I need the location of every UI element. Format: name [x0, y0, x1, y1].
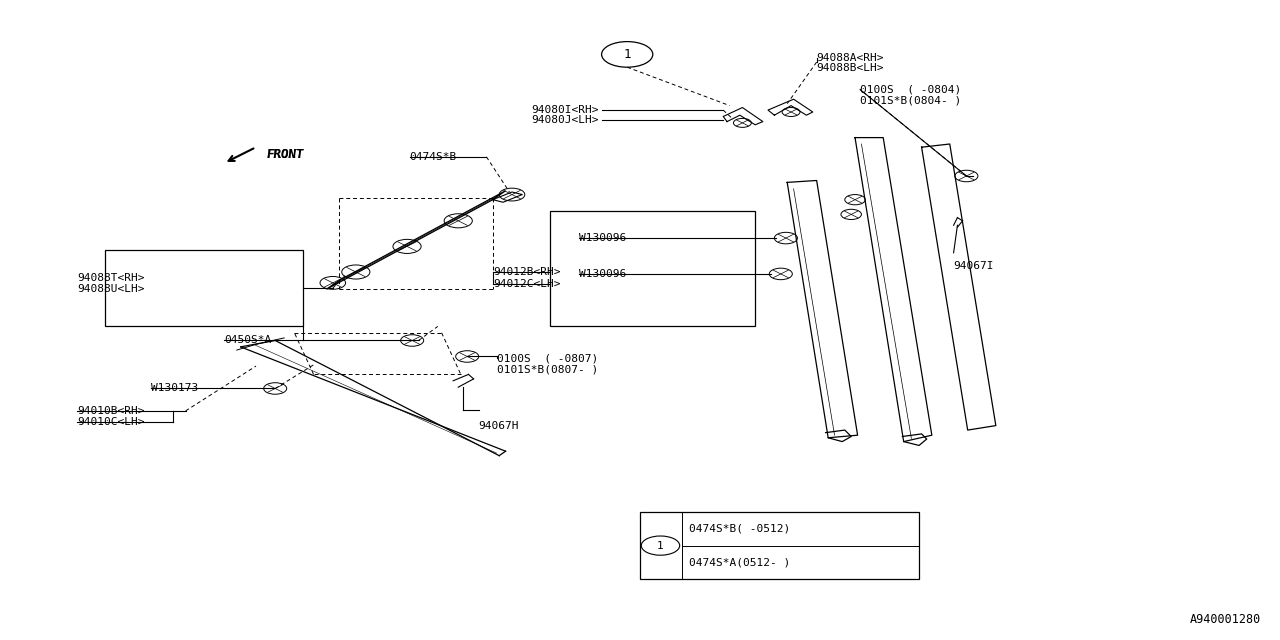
Text: 94088T<RH>: 94088T<RH> — [77, 273, 145, 284]
Text: 94080I<RH>: 94080I<RH> — [531, 105, 599, 115]
Text: W130096: W130096 — [579, 233, 626, 243]
Text: 0100S  ( -0804): 0100S ( -0804) — [860, 84, 961, 95]
Text: 94012C<LH>: 94012C<LH> — [493, 278, 561, 289]
Text: 94012B<RH>: 94012B<RH> — [493, 267, 561, 277]
Text: 94010C<LH>: 94010C<LH> — [77, 417, 145, 427]
Bar — [105, 250, 303, 326]
Text: 1: 1 — [623, 48, 631, 61]
Text: 0474S*A(0512- ): 0474S*A(0512- ) — [689, 557, 790, 568]
Text: 0474S*B( -0512): 0474S*B( -0512) — [689, 524, 790, 534]
Text: W130173: W130173 — [151, 383, 198, 394]
Bar — [640, 512, 919, 579]
Text: W130096: W130096 — [579, 269, 626, 279]
Text: A940001280: A940001280 — [1189, 613, 1261, 626]
Text: 0101S*B(0807- ): 0101S*B(0807- ) — [497, 364, 598, 374]
Text: FRONT: FRONT — [266, 148, 303, 161]
Text: 94088B<LH>: 94088B<LH> — [817, 63, 884, 74]
Text: 0101S*B(0804- ): 0101S*B(0804- ) — [860, 95, 961, 106]
Bar — [550, 211, 755, 326]
Text: 0100S  ( -0807): 0100S ( -0807) — [497, 353, 598, 364]
Text: 94080J<LH>: 94080J<LH> — [531, 115, 599, 125]
Text: 94067H: 94067H — [479, 420, 520, 431]
Text: 0474S*B: 0474S*B — [410, 152, 457, 162]
Text: FRONT: FRONT — [266, 148, 303, 161]
Text: 94088U<LH>: 94088U<LH> — [77, 284, 145, 294]
Text: 94067I: 94067I — [954, 260, 995, 271]
Text: 94010B<RH>: 94010B<RH> — [77, 406, 145, 416]
Text: 1: 1 — [657, 541, 664, 550]
Text: 0450S*A: 0450S*A — [224, 335, 271, 346]
Text: 94088A<RH>: 94088A<RH> — [817, 52, 884, 63]
